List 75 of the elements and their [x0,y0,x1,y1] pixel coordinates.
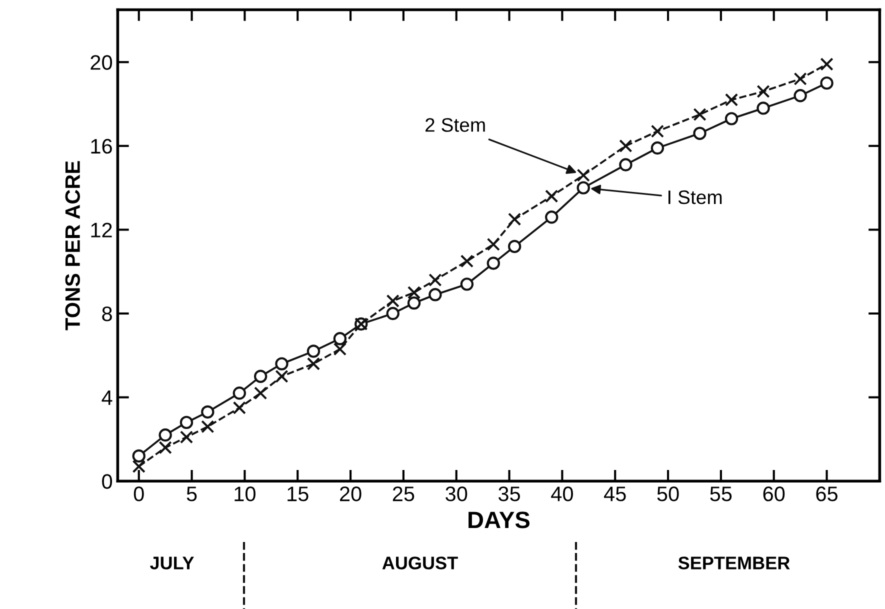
text: JULY [150,556,194,570]
point [132,449,146,463]
point [306,344,320,358]
x-tick-label: 35 [498,486,520,502]
point [232,401,246,414]
point [724,112,738,126]
point [693,108,706,122]
y-tick-label: 0 [102,474,112,489]
text: AUGUST [382,556,458,570]
x-axis-title: DAYS [468,512,530,528]
point [756,102,770,115]
y-tick-label: 16 [91,138,112,154]
point [232,386,246,400]
point [486,238,500,251]
point [407,296,421,310]
point [201,405,214,419]
y-axis-title: TONS PER ACRE [65,161,80,330]
point [576,168,590,182]
text: SEPTEMBER [678,556,790,570]
point [619,158,632,172]
text: 2 Stem [426,118,485,132]
point [486,256,500,270]
x-tick-label: 5 [186,486,197,502]
x-tick-label: 15 [288,486,308,502]
point [333,342,347,356]
x-tick-label: 20 [340,486,362,502]
point [576,181,590,194]
point [333,332,347,346]
point [201,420,214,434]
point [545,210,558,224]
x-tick-label: 55 [710,486,732,502]
point [508,212,522,226]
point [180,416,194,430]
point [619,139,632,153]
y-tick-label: 8 [102,306,112,322]
point [756,84,770,98]
x-tick-label: 0 [134,486,144,502]
point [428,288,442,302]
point [306,357,320,370]
point [275,357,288,370]
x-tick-label: 45 [604,486,626,502]
x-tick-label: 50 [657,486,679,502]
y-tick-label: 4 [102,390,112,405]
point [428,273,442,287]
point [158,428,172,442]
point [158,440,172,454]
point [180,430,194,444]
point [820,76,834,90]
point [508,240,522,254]
point [545,190,558,203]
legend-label: I Stem [668,190,722,204]
x-tick-label: 25 [392,486,414,502]
point [650,124,664,138]
point [254,386,268,400]
x-tick-label: 10 [234,486,256,502]
point [820,58,834,71]
point [132,460,146,474]
point [407,286,421,300]
point [460,254,474,268]
point [275,370,288,383]
x-tick-label: 30 [446,486,468,502]
point [794,72,807,86]
y-tick-label: 20 [90,55,112,70]
point [254,370,268,383]
point [386,294,400,308]
x-tick-label: 65 [816,486,838,502]
x-tick-label: 60 [763,486,785,502]
point [794,89,807,102]
y-tick-label: 12 [91,222,112,238]
point [693,126,706,140]
point [386,306,400,320]
x-tick-label: 40 [551,486,573,502]
point [724,93,738,106]
point [460,278,474,291]
point [650,141,664,155]
